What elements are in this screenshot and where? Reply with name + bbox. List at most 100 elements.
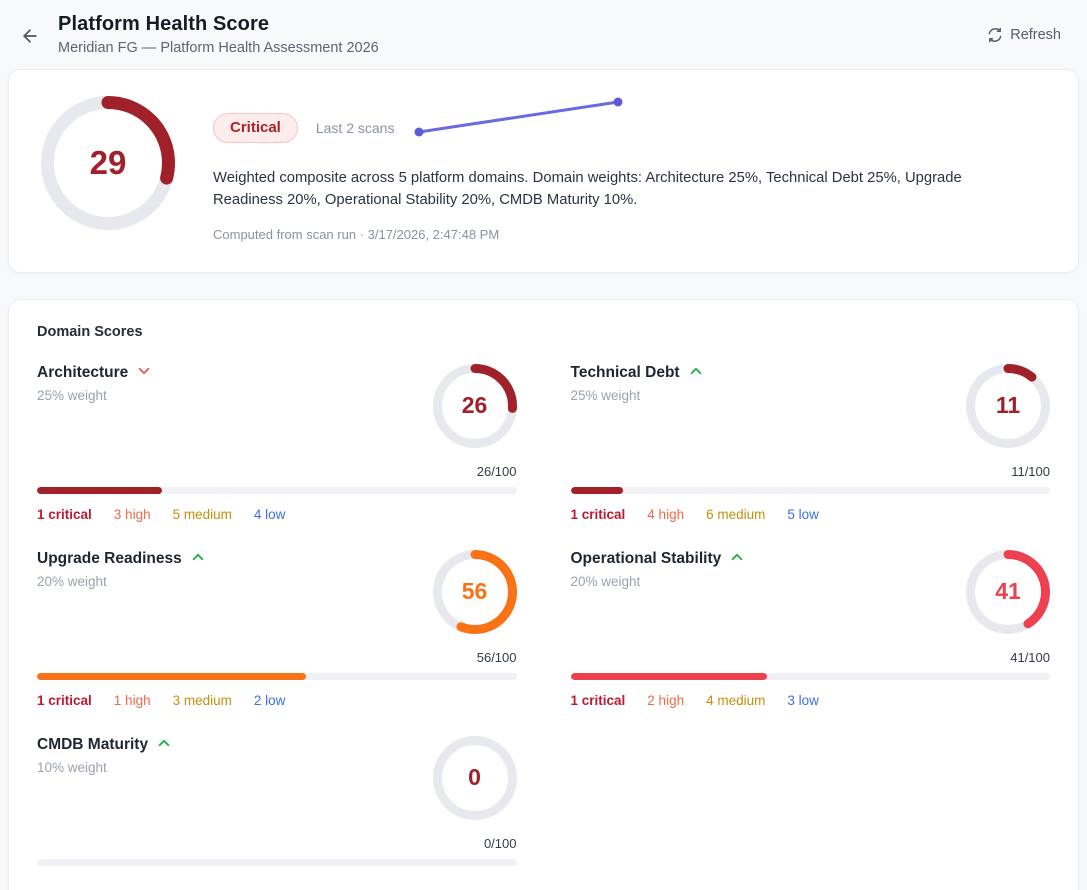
domain-head-left: CMDB Maturity 10% weight bbox=[37, 736, 171, 775]
domain-score-value: 56 bbox=[461, 578, 488, 605]
domain-title: Operational Stability bbox=[570, 550, 722, 568]
domain-weight: 20% weight bbox=[37, 573, 107, 589]
severity-count-high: 1 high bbox=[113, 692, 151, 708]
trend-label: Last 2 scans bbox=[315, 119, 395, 136]
trend-up-icon bbox=[730, 550, 744, 569]
domain-gauge: 0 bbox=[432, 735, 517, 820]
page-header: Platform Health Score Meridian FG — Plat… bbox=[0, 0, 1087, 68]
page-title: Platform Health Score bbox=[58, 13, 270, 35]
severity-count-critical: 1 critical bbox=[570, 506, 626, 522]
severity-count-medium: 3 medium bbox=[172, 692, 232, 708]
severity-count-low: 2 low bbox=[253, 692, 286, 708]
summary-body: Critical Last 2 scans Weighted composite… bbox=[213, 96, 1050, 242]
domain-score-value: 26 bbox=[461, 392, 488, 419]
domain-score-bar-fill bbox=[37, 486, 162, 494]
severity-count-medium: 5 medium bbox=[172, 506, 232, 522]
domain-score-bar-fill bbox=[570, 672, 768, 680]
domain-ratio-label: 0/100 bbox=[483, 835, 517, 851]
refresh-button[interactable]: Refresh bbox=[987, 27, 1061, 43]
overall-score-value: 29 bbox=[89, 144, 127, 181]
domain-title-row: Technical Debt bbox=[571, 364, 703, 383]
domain-weight: 25% weight bbox=[37, 387, 107, 403]
domain-block: Operational Stability 20% weight bbox=[570, 549, 1051, 708]
domain-gauge: 56 bbox=[432, 549, 517, 634]
domain-block: CMDB Maturity 10% weight bbox=[37, 735, 517, 879]
domain-score-bar-fill bbox=[37, 672, 306, 680]
domain-ratio-label: 41/100 bbox=[1010, 649, 1050, 665]
domain-head-left: Upgrade Readiness 20% weight bbox=[37, 550, 205, 589]
severity-count-high: 4 high bbox=[647, 506, 685, 522]
severity-count-low: 4 low bbox=[253, 506, 286, 522]
trend-up-icon bbox=[191, 550, 205, 569]
domain-grid: Architecture 25% weight bbox=[37, 363, 1051, 879]
domain-ratio-label: 11/100 bbox=[1011, 463, 1050, 479]
domain-head: Upgrade Readiness 20% weight bbox=[37, 549, 517, 634]
domain-title-row: Operational Stability bbox=[571, 550, 745, 569]
severity-counts: 1 critical 1 high 3 medium 2 low bbox=[37, 693, 517, 708]
domain-head-left: Operational Stability 20% weight bbox=[571, 550, 745, 589]
domain-gauge: 41 bbox=[966, 549, 1050, 634]
domain-title-row: Upgrade Readiness bbox=[37, 550, 205, 569]
domain-head: CMDB Maturity 10% weight bbox=[37, 735, 517, 820]
domain-title: Technical Debt bbox=[570, 364, 680, 382]
domain-scores-title: Domain Scores bbox=[37, 323, 143, 340]
domain-score-value: 0 bbox=[468, 764, 481, 791]
domain-title: Architecture bbox=[37, 364, 129, 382]
summary-description: Weighted composite across 5 platform dom… bbox=[213, 170, 962, 208]
status-badge: Critical bbox=[213, 112, 298, 143]
domain-head: Architecture 25% weight bbox=[37, 363, 517, 448]
domain-title-row: CMDB Maturity bbox=[37, 736, 171, 755]
domain-title: CMDB Maturity bbox=[37, 736, 149, 754]
domain-score-bar bbox=[37, 858, 517, 866]
domain-weight: 20% weight bbox=[570, 573, 641, 589]
domain-scores-card: Domain Scores Architecture bbox=[8, 298, 1079, 890]
domain-score-bar-fill bbox=[570, 486, 624, 494]
back-button[interactable] bbox=[14, 20, 46, 55]
domain-weight: 25% weight bbox=[570, 387, 641, 403]
severity-count-critical: 1 critical bbox=[570, 692, 626, 708]
page-subtitle: Meridian FG — Platform Health Assessment… bbox=[58, 40, 379, 56]
domain-score-bar bbox=[570, 672, 1050, 680]
trend-sparkline bbox=[410, 92, 628, 147]
domain-block: Upgrade Readiness 20% weight bbox=[37, 549, 517, 708]
domain-title-row: Architecture bbox=[37, 364, 151, 383]
summary-top-row: Critical Last 2 scans bbox=[213, 97, 1050, 147]
domain-block: Architecture 25% weight bbox=[37, 363, 517, 522]
domain-score-bar bbox=[570, 486, 1050, 494]
severity-count-high: 2 high bbox=[647, 692, 685, 708]
domain-head-left: Technical Debt 25% weight bbox=[571, 364, 703, 403]
summary-card: 29 Critical Last 2 scans Weighted compos… bbox=[8, 69, 1079, 273]
domain-weight: 10% weight bbox=[37, 759, 107, 775]
domain-head: Operational Stability 20% weight bbox=[571, 549, 1050, 634]
header-titles: Platform Health Score Meridian FG — Plat… bbox=[58, 13, 379, 56]
domain-score-value: 11 bbox=[995, 392, 1021, 419]
severity-count-low: 5 low bbox=[787, 506, 819, 522]
domain-ratio-label: 56/100 bbox=[476, 649, 517, 665]
domain-score-bar bbox=[37, 486, 517, 494]
severity-count-low: 3 low bbox=[787, 692, 819, 708]
trend-up-icon bbox=[689, 364, 703, 383]
domain-score-bar bbox=[37, 672, 517, 680]
trend-up-icon bbox=[157, 736, 171, 755]
severity-counts: 1 critical 4 high 6 medium 5 low bbox=[571, 507, 1051, 522]
severity-count-medium: 6 medium bbox=[706, 506, 766, 522]
domain-gauge: 11 bbox=[966, 363, 1050, 448]
refresh-icon bbox=[987, 27, 1003, 43]
refresh-label: Refresh bbox=[1010, 27, 1061, 43]
severity-count-medium: 4 medium bbox=[706, 692, 766, 708]
severity-count-high: 3 high bbox=[113, 506, 151, 522]
domain-ratio-label: 26/100 bbox=[476, 463, 517, 479]
trend-down-icon bbox=[137, 364, 151, 383]
severity-count-critical: 1 critical bbox=[37, 506, 92, 522]
arrow-left-icon bbox=[20, 26, 40, 49]
domain-block: Technical Debt 25% weight bbox=[570, 363, 1051, 522]
domain-gauge: 26 bbox=[432, 363, 517, 448]
severity-counts: 1 critical 2 high 4 medium 3 low bbox=[571, 693, 1051, 708]
computed-note: Computed from scan run · 3/17/2026, 2:47… bbox=[213, 226, 500, 242]
severity-counts: 1 critical 3 high 5 medium 4 low bbox=[37, 507, 517, 522]
domain-head: Technical Debt 25% weight bbox=[571, 363, 1050, 448]
overall-score-gauge: 29 bbox=[41, 96, 175, 230]
severity-count-critical: 1 critical bbox=[37, 692, 92, 708]
domain-head-left: Architecture 25% weight bbox=[37, 364, 151, 403]
domain-score-value: 41 bbox=[995, 578, 1021, 605]
